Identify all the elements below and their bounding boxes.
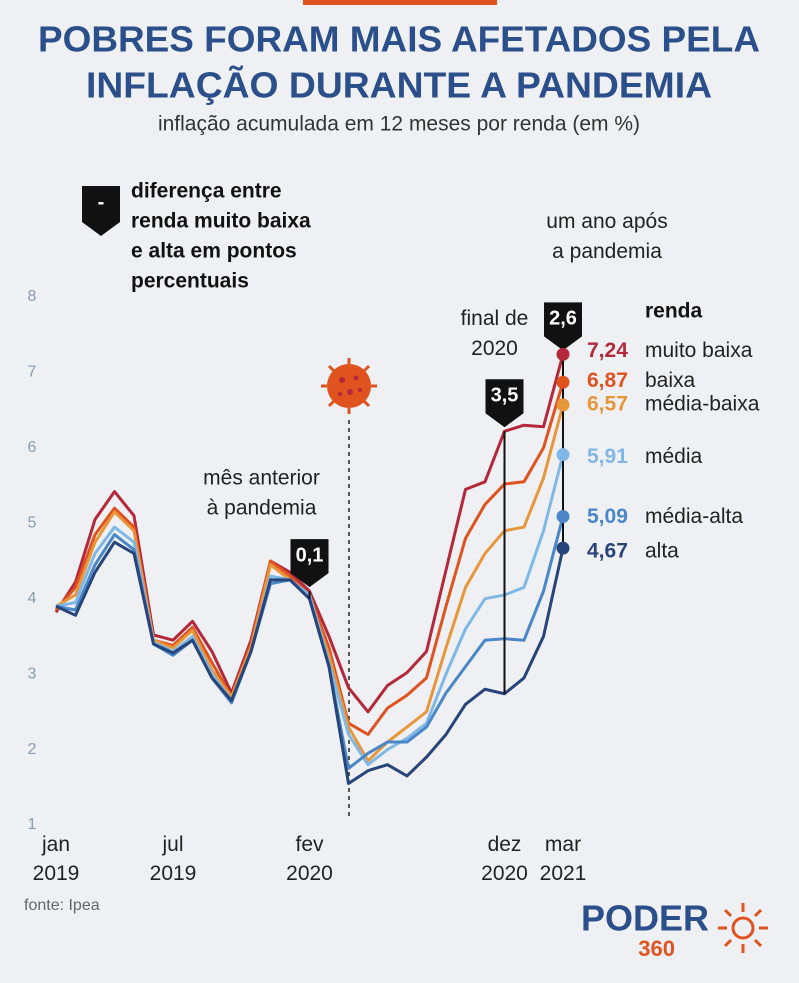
y-tick-label: 2 (28, 741, 37, 758)
legend-label: média-alta (645, 505, 743, 528)
difference-marker (485, 379, 524, 428)
note-icon-shape (82, 186, 120, 236)
x-tick-label: jul 2019 (150, 833, 197, 885)
y-tick-label: 8 (28, 288, 37, 305)
annotation-text: 2020 (471, 337, 518, 360)
legend-title: renda (645, 300, 703, 323)
annotation-text: final de (461, 307, 529, 330)
end-dot (556, 448, 570, 462)
legend-label: média (645, 445, 703, 468)
legend-label: baixa (645, 369, 696, 392)
value-label: 4,67 (587, 540, 628, 563)
value-label: 5,09 (587, 505, 628, 528)
value-label: 7,24 (587, 339, 628, 362)
note-text: e alta em pontos (131, 240, 297, 263)
chart-title: INFLAÇÃO DURANTE A PANDEMIA (86, 64, 712, 106)
top-bar (303, 0, 497, 5)
y-tick-label: 4 (28, 590, 37, 607)
note-text: diferença entre (131, 180, 282, 203)
x-tick-label: dez 2020 (481, 833, 528, 885)
value-label: 5,91 (587, 445, 628, 468)
legend-label: alta (645, 540, 679, 563)
difference-marker (544, 302, 582, 351)
x-tick-label: mar 2021 (540, 833, 587, 885)
value-label: 6,57 (587, 392, 628, 415)
note-text: renda muito baixa (131, 210, 311, 233)
end-dot (556, 541, 570, 555)
end-dot (556, 509, 570, 523)
end-dot (556, 347, 570, 361)
x-tick-label: jan 2019 (33, 833, 80, 885)
note-icon: - (98, 191, 105, 213)
note-text: percentuais (131, 270, 249, 293)
legend-label: muito baixa (645, 339, 753, 362)
logo: 360 (638, 936, 675, 961)
difference-label: 2,6 (549, 308, 577, 330)
annotation-text: a pandemia (552, 240, 662, 263)
annotation-text: um ano após (546, 210, 667, 233)
end-dot (556, 398, 570, 412)
logo-sun (718, 903, 768, 953)
y-tick-label: 3 (28, 665, 37, 682)
value-label: 6,87 (587, 369, 628, 392)
chart-title: POBRES FORAM MAIS AFETADOS PELA (38, 19, 760, 60)
y-tick-label: 5 (28, 515, 37, 532)
x-tick-label: fev 2020 (286, 833, 333, 885)
source: fonte: Ipea (24, 897, 100, 914)
logo: PODER (581, 898, 709, 939)
chart-subtitle: inflação acumulada em 12 meses por renda… (158, 113, 640, 136)
difference-label: 0,1 (296, 544, 324, 566)
y-tick-label: 1 (28, 816, 37, 833)
y-tick-label: 7 (28, 364, 37, 381)
y-tick-label: 6 (28, 439, 37, 456)
difference-label: 3,5 (491, 385, 519, 407)
virus-icon (321, 358, 377, 414)
annotation-text: à pandemia (207, 497, 317, 520)
difference-marker (290, 539, 329, 588)
annotation-text: mês anterior (203, 467, 320, 490)
end-dot (556, 375, 570, 389)
series-line (54, 353, 565, 714)
legend-label: média-baixa (645, 392, 760, 415)
